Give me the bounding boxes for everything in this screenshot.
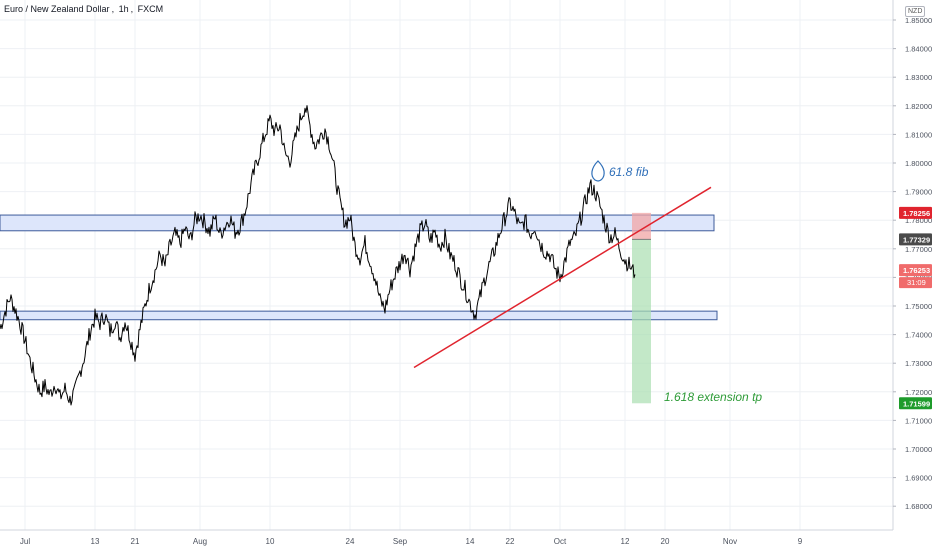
y-tick-label: 1.77000 bbox=[905, 245, 932, 254]
fib-marker-icon bbox=[591, 160, 605, 182]
price-tag[interactable] bbox=[899, 206, 932, 219]
title-sep-1: , bbox=[111, 4, 115, 14]
y-tick-label: 1.73000 bbox=[905, 359, 932, 368]
y-tick-label: 1.70000 bbox=[905, 445, 932, 454]
price-tag[interactable] bbox=[899, 397, 932, 410]
price-tag[interactable] bbox=[899, 264, 932, 277]
x-tick-label: Sep bbox=[393, 537, 408, 546]
y-tick-label: 1.74000 bbox=[905, 331, 932, 340]
y-tick-label: 1.78000 bbox=[905, 216, 932, 225]
extension-label: 1.618 extension tp bbox=[664, 390, 762, 404]
y-tick-label: 1.68000 bbox=[905, 502, 932, 511]
title-sep-2: , bbox=[130, 4, 134, 14]
x-tick-label: Nov bbox=[723, 537, 737, 546]
y-tick-label: 1.75000 bbox=[905, 302, 932, 311]
price-tag-label: 1.78256 bbox=[903, 209, 930, 218]
x-tick-label: Oct bbox=[554, 537, 567, 546]
exchange-label: FXCM bbox=[137, 4, 164, 14]
fib-label: 61.8 fib bbox=[609, 165, 649, 179]
price-tag-label: 1.76253 bbox=[903, 266, 930, 275]
x-tick-label: 12 bbox=[621, 537, 630, 546]
trendline[interactable] bbox=[413, 186, 712, 369]
symbol-title: Euro / New Zealand Dollar bbox=[4, 4, 110, 14]
countdown-label: 31:09 bbox=[907, 278, 926, 287]
x-tick-label: Jul bbox=[20, 537, 30, 546]
x-tick-label: 14 bbox=[466, 537, 475, 546]
price-tag[interactable] bbox=[899, 233, 932, 246]
y-tick-label: 1.85000 bbox=[905, 16, 932, 25]
x-tick-label: 20 bbox=[661, 537, 670, 546]
y-tick-label: 1.80000 bbox=[905, 159, 932, 168]
y-tick-label: 1.84000 bbox=[905, 45, 932, 54]
currency-badge[interactable]: NZD bbox=[905, 6, 926, 17]
price-series-line[interactable] bbox=[0, 105, 636, 406]
x-tick-label: 13 bbox=[91, 537, 100, 546]
x-tick-label: Aug bbox=[193, 537, 207, 546]
y-tick-label: 1.71000 bbox=[905, 416, 932, 425]
x-tick-label: 24 bbox=[346, 537, 355, 546]
resistance-zone[interactable] bbox=[0, 214, 715, 232]
countdown-tag bbox=[899, 277, 932, 289]
y-tick-label: 1.83000 bbox=[905, 73, 932, 82]
x-tick-label: 22 bbox=[506, 537, 515, 546]
symbol-title-bar[interactable]: Euro / New Zealand Dollar, 1h, FXCM bbox=[4, 4, 165, 14]
y-tick-label: 1.72000 bbox=[905, 388, 932, 397]
y-tick-label: 1.69000 bbox=[905, 474, 932, 483]
take-profit-zone[interactable] bbox=[632, 239, 651, 404]
price-tag-label: 1.77329 bbox=[903, 235, 930, 244]
timeframe-label: 1h bbox=[118, 4, 129, 14]
price-tag-label: 1.71599 bbox=[903, 399, 930, 408]
y-tick-label: 1.81000 bbox=[905, 130, 932, 139]
x-tick-label: 10 bbox=[266, 537, 275, 546]
y-tick-label: 1.79000 bbox=[905, 188, 932, 197]
x-tick-label: 9 bbox=[798, 537, 803, 546]
x-tick-label: 21 bbox=[131, 537, 140, 546]
support-zone[interactable] bbox=[0, 310, 718, 321]
y-tick-label: 1.82000 bbox=[905, 102, 932, 111]
